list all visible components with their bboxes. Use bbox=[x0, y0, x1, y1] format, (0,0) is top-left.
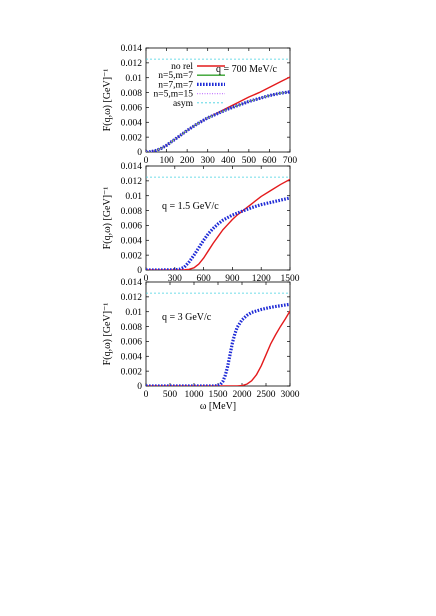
y-tick-label: 0.006 bbox=[121, 338, 143, 348]
x-tick-label: 0 bbox=[144, 390, 149, 400]
panel-3: 0 500 1000 1500 2000 2500 3000 0 0.002 0.004 0.006… bbox=[102, 278, 300, 412]
y-tick-label: 0.012 bbox=[121, 293, 143, 303]
y-tick-label: 0.01 bbox=[125, 74, 142, 84]
series-line-no-rel bbox=[146, 310, 290, 386]
y-tick-label: 0.012 bbox=[121, 177, 143, 187]
series-line-n-7-m-7 bbox=[146, 90, 290, 152]
legend-label: n=5,m=15 bbox=[154, 90, 194, 100]
panel-2: 0 300 600 900 1200 1500 0 0.002 0.004 0.006 0.008 0… bbox=[102, 162, 300, 284]
y-tick-label: 0 bbox=[137, 382, 142, 392]
y-tick-label: 0.004 bbox=[121, 352, 143, 362]
y-tick-label: 0.01 bbox=[125, 308, 142, 318]
legend-label: n=7,m=7 bbox=[158, 80, 193, 90]
y-tick-label: 0.006 bbox=[121, 222, 143, 232]
y-tick-label: 0 bbox=[137, 148, 142, 158]
y-axis-title: F(q,ω) [GeV]⁻¹ bbox=[102, 69, 113, 132]
x-tick-label: 400 bbox=[221, 156, 236, 166]
panel-annotation: q = 3 GeV/c bbox=[162, 312, 212, 323]
x-tick-label: 2000 bbox=[233, 390, 252, 400]
plot-frame bbox=[145, 281, 291, 387]
y-tick-label: 0.004 bbox=[121, 236, 143, 246]
panel-1: 0 100 200 300 400 500 600 700 0 0.002 0.004 0.006 0.… bbox=[102, 44, 297, 166]
series-line-no-rel bbox=[146, 178, 290, 270]
y-axis-title: F(q,ω) [GeV]⁻¹ bbox=[102, 303, 113, 366]
x-axis-title: ω [MeV] bbox=[200, 401, 236, 412]
y-tick-label: 0.014 bbox=[121, 162, 143, 172]
legend-label: no rel bbox=[171, 62, 193, 72]
y-tick-label: 0.012 bbox=[121, 59, 143, 69]
plot-frame bbox=[145, 47, 291, 153]
y-tick-label: 0.004 bbox=[121, 118, 143, 128]
x-tick-label: 600 bbox=[196, 274, 211, 284]
y-tick-label: 0.008 bbox=[121, 323, 143, 333]
y-tick-label: 0.002 bbox=[121, 251, 143, 261]
x-tick-label: 3000 bbox=[281, 390, 300, 400]
x-tick-label: 700 bbox=[283, 156, 298, 166]
x-tick-label: 1000 bbox=[185, 390, 204, 400]
y-tick-label: 0.014 bbox=[121, 44, 143, 54]
x-tick-label: 900 bbox=[225, 274, 240, 284]
x-tick-label: 200 bbox=[180, 156, 195, 166]
legend-label: asym bbox=[173, 99, 194, 109]
panel-annotation: q = 700 MeV/c bbox=[216, 64, 277, 75]
y-tick-label: 0.008 bbox=[121, 89, 143, 99]
legend-label: n=5,m=7 bbox=[158, 71, 193, 81]
x-tick-label: 1200 bbox=[252, 274, 271, 284]
y-axis-title: F(q,ω) [GeV]⁻¹ bbox=[102, 187, 113, 250]
y-tick-label: 0.014 bbox=[121, 278, 143, 288]
y-tick-label: 0.01 bbox=[125, 192, 142, 202]
y-tick-label: 0.002 bbox=[121, 367, 143, 377]
panel-annotation: q = 1.5 GeV/c bbox=[162, 201, 219, 212]
x-tick-label: 2500 bbox=[257, 390, 276, 400]
x-tick-label: 600 bbox=[262, 156, 277, 166]
x-tick-label: 100 bbox=[159, 156, 174, 166]
x-tick-label: 300 bbox=[168, 274, 183, 284]
plot-frame bbox=[145, 165, 291, 271]
x-tick-label: 300 bbox=[201, 156, 216, 166]
x-tick-label: 0 bbox=[144, 156, 149, 166]
series-line-n-7-m-7 bbox=[146, 196, 290, 270]
x-tick-label: 500 bbox=[242, 156, 257, 166]
y-tick-label: 0.006 bbox=[121, 104, 143, 114]
x-tick-label: 1500 bbox=[281, 274, 300, 284]
x-tick-label: 0 bbox=[144, 274, 149, 284]
x-tick-label: 500 bbox=[163, 390, 178, 400]
x-tick-label: 1500 bbox=[209, 390, 228, 400]
y-tick-label: 0.002 bbox=[121, 133, 143, 143]
y-tick-label: 0.008 bbox=[121, 207, 143, 217]
y-tick-label: 0 bbox=[137, 266, 142, 276]
